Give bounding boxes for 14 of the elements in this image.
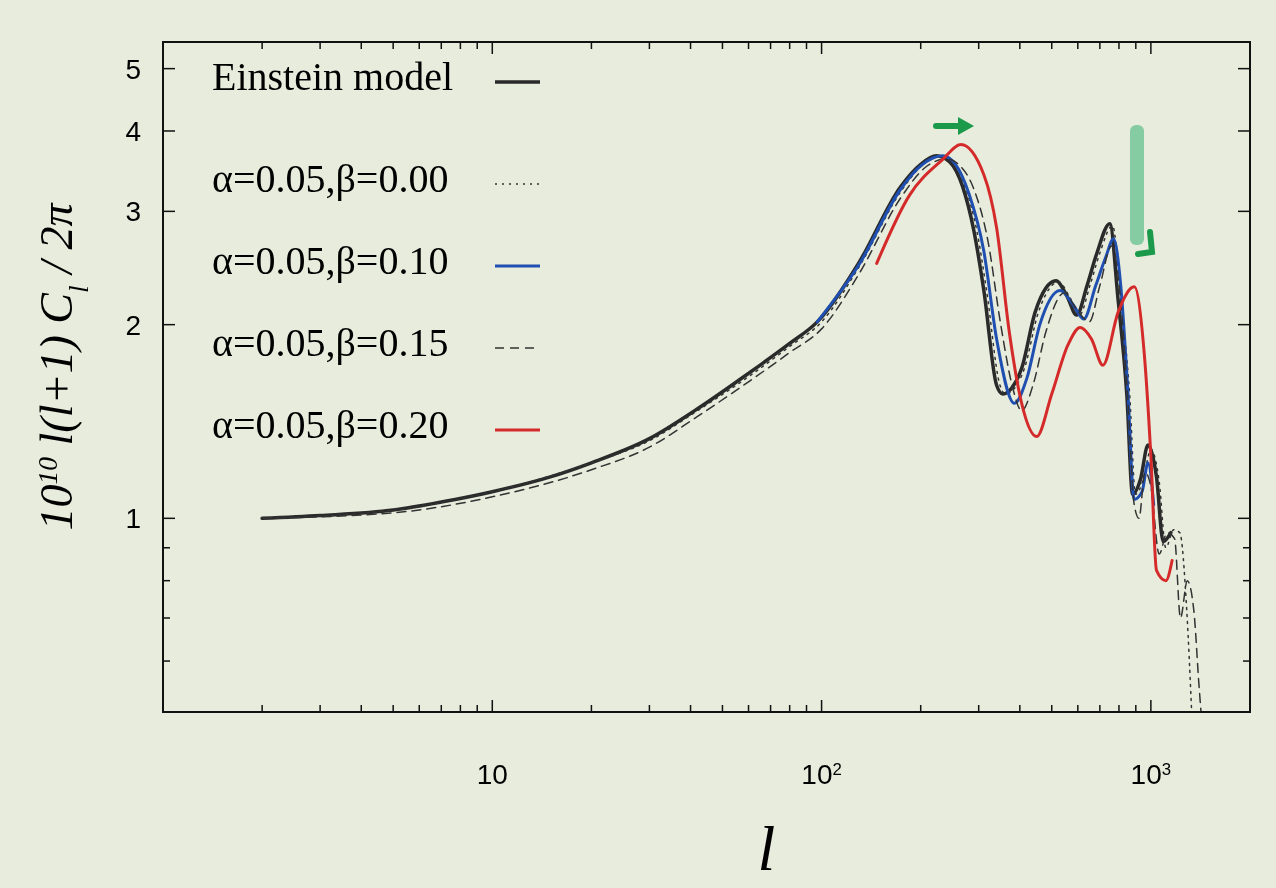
- legend-label: Einstein model: [212, 54, 454, 99]
- x-tick-label: 10: [476, 759, 508, 790]
- legend-label: α=0.05,β=0.15: [212, 320, 449, 365]
- x-tick-label: 10$^{3}$: [1130, 759, 1172, 790]
- y-tick-label: 2: [125, 309, 141, 341]
- y-tick-label: 1: [125, 503, 141, 535]
- y-tick-label: 4: [125, 115, 141, 147]
- legend-label: α=0.05,β=0.20: [212, 402, 449, 447]
- legend-label: α=0.05,β=0.10: [212, 238, 449, 283]
- y-tick-label: 5: [125, 53, 141, 85]
- x-tick-label: 10$^{2}$: [801, 759, 842, 790]
- x-axis-title: l: [757, 813, 776, 884]
- y-tick-label: 3: [125, 196, 141, 228]
- legend-label: α=0.05,β=0.00: [212, 156, 449, 201]
